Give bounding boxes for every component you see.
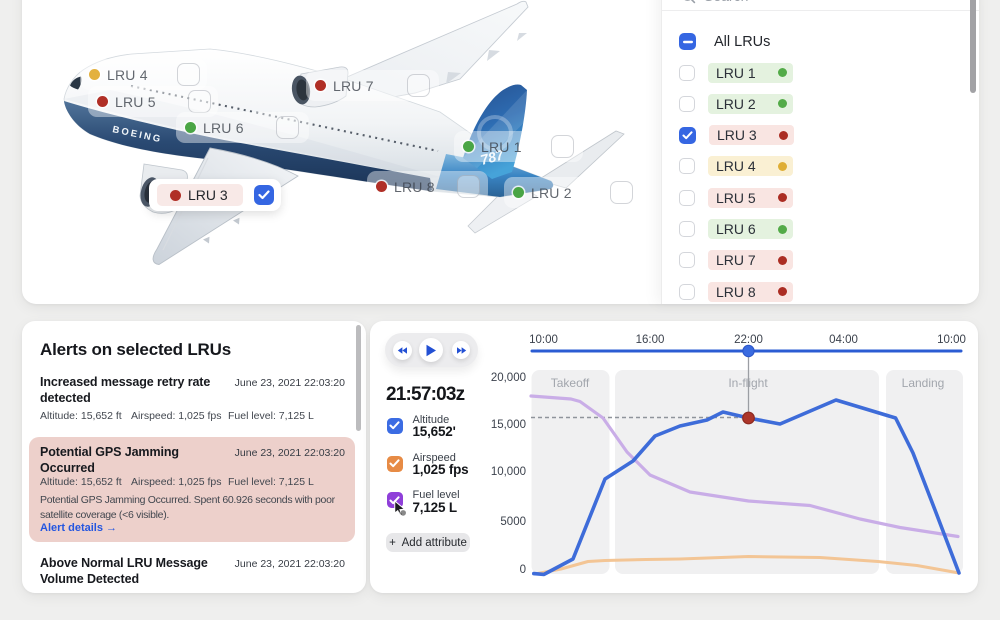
svg-text:20,000: 20,000 xyxy=(491,372,526,384)
svg-text:04:00: 04:00 xyxy=(829,334,858,346)
svg-text:Landing: Landing xyxy=(902,376,945,390)
svg-text:Takeoff: Takeoff xyxy=(551,376,590,390)
svg-text:787: 787 xyxy=(479,146,507,168)
svg-text:10:00: 10:00 xyxy=(529,334,558,346)
svg-text:0: 0 xyxy=(520,564,526,576)
svg-text:16:00: 16:00 xyxy=(636,334,665,346)
svg-text:5000: 5000 xyxy=(500,516,526,528)
svg-text:15,000: 15,000 xyxy=(491,419,526,431)
svg-text:10:00: 10:00 xyxy=(937,334,966,346)
svg-text:10,000: 10,000 xyxy=(491,466,526,478)
svg-text:22:00: 22:00 xyxy=(734,334,763,346)
